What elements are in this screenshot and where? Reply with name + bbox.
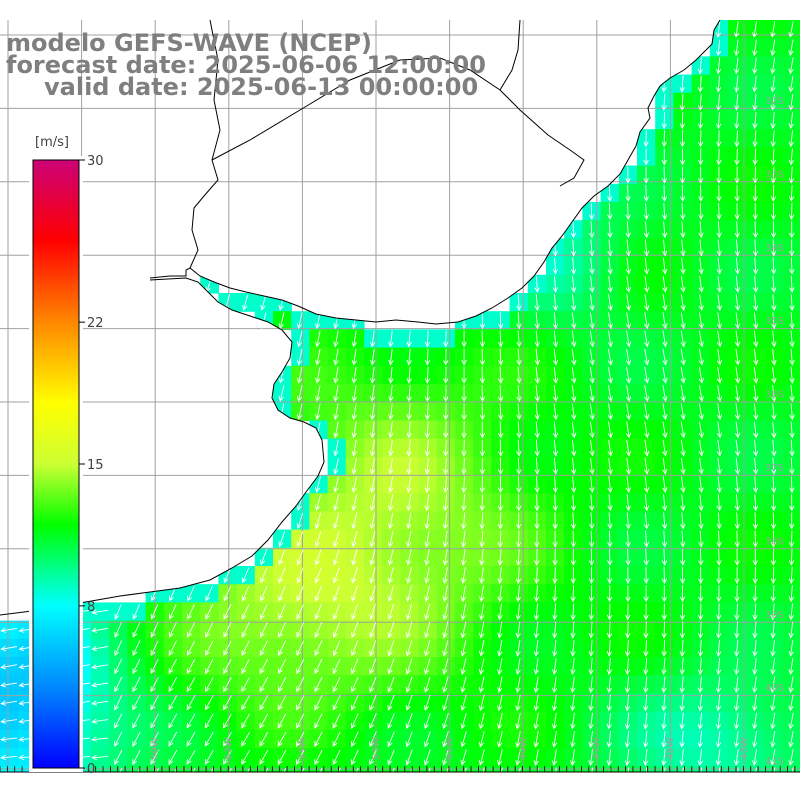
grid-labels: 59W57W55W53W51W49W47W45W43W41W32S33S34S3… xyxy=(0,96,800,773)
colorbar-tick-label: 22 xyxy=(87,316,104,331)
lat-label: 37S xyxy=(765,463,784,474)
lon-label: 47W xyxy=(592,737,603,760)
valid-date: valid date: 2025-06-13 00:00:00 xyxy=(44,73,479,101)
lat-label: 36S xyxy=(765,390,784,401)
lon-label: 49W xyxy=(518,737,529,760)
lat-label: 35S xyxy=(765,316,784,327)
lon-label: 57W xyxy=(224,737,235,760)
lat-label: 33S xyxy=(765,169,784,180)
lat-label: 32S xyxy=(765,96,784,107)
lat-label: 38S xyxy=(765,536,784,547)
colorbar-tick-label: 30 xyxy=(87,154,104,169)
lon-label: 43W xyxy=(739,737,750,760)
lat-label: 41S xyxy=(765,757,784,768)
lat-label: 39S xyxy=(765,610,784,621)
lon-label: 55W xyxy=(297,737,308,760)
lon-label: 59W xyxy=(150,737,161,760)
lon-label: 45W xyxy=(665,737,676,760)
colorbar: [m/s] 30 22 15 8 0 xyxy=(29,135,104,777)
colorbar-tick-label: 15 xyxy=(87,458,104,473)
coastline xyxy=(0,20,721,616)
colorbar-gradient xyxy=(32,159,80,769)
colorbar-tick-label: 0 xyxy=(87,762,95,777)
colorbar-unit: [m/s] xyxy=(35,135,69,150)
model-title: modelo GEFS-WAVE (NCEP) xyxy=(6,29,372,57)
lon-label: 51W xyxy=(444,737,455,760)
lon-label: 53W xyxy=(371,737,382,760)
colorbar-tick-label: 8 xyxy=(87,600,95,615)
lat-label: 40S xyxy=(765,683,784,694)
forecast-date: forecast date: 2025-06-06 12:00:00 xyxy=(6,51,486,79)
lat-label: 34S xyxy=(765,243,784,254)
wind-direction-arrows xyxy=(0,21,795,772)
